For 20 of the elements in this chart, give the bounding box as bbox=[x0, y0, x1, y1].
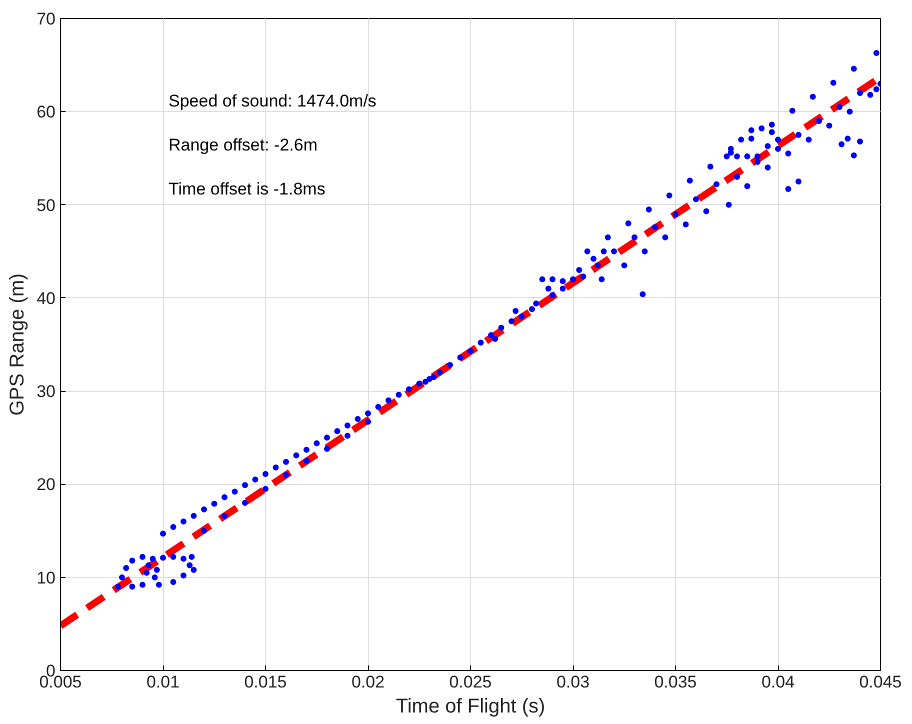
y-tick-label: 60 bbox=[36, 102, 56, 122]
y-tick-label: 10 bbox=[36, 568, 56, 588]
y-tick-label: 20 bbox=[36, 475, 56, 494]
x-tick-label: 0.02 bbox=[351, 672, 385, 692]
x-tick-label: 0.045 bbox=[859, 672, 902, 692]
x-tick-label: 0.035 bbox=[654, 672, 697, 692]
annotation: Range offset: -2.6m bbox=[168, 136, 318, 154]
annotation: Speed of sound: 1474.0m/s bbox=[168, 92, 376, 110]
y-tick-label: 50 bbox=[36, 196, 56, 215]
y-axis-title: GPS Range (m) bbox=[6, 273, 29, 416]
annotation: Time offset is -1.8ms bbox=[168, 180, 326, 198]
y-tick-label: 30 bbox=[36, 382, 56, 402]
x-axis-title: Time of Flight (s) bbox=[396, 696, 546, 718]
y-tick-label: 70 bbox=[36, 10, 56, 28]
x-tick-label: 0.01 bbox=[146, 672, 180, 692]
x-tick-label: 0.025 bbox=[449, 672, 492, 692]
x-tick-label: 0.04 bbox=[761, 672, 795, 692]
x-tick-label: 0.015 bbox=[244, 672, 287, 692]
x-tick-label: 0.03 bbox=[556, 672, 590, 692]
y-tick-label: 40 bbox=[36, 288, 56, 308]
